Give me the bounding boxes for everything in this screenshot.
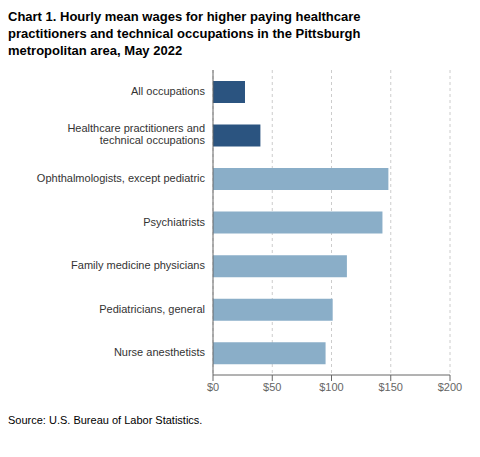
svg-text:All occupations: All occupations [131, 85, 205, 97]
svg-text:Pediatricians, general: Pediatricians, general [99, 303, 205, 315]
html-text:Source: U.S. Bureau of Labor S: Source: U.S. Bureau of Labor Statistics. [8, 414, 203, 426]
svg-text:Psychiatrists: Psychiatrists [143, 215, 205, 227]
svg-text:Nurse anesthetists: Nurse anesthetists [114, 346, 206, 358]
svg-text:Ophthalmologists, except pedia: Ophthalmologists, except pediatric [37, 172, 206, 184]
html-text:Chart 1. Hourly mean wages for: Chart 1. Hourly mean wages for higher pa… [8, 9, 361, 24]
svg-text:$150: $150 [379, 381, 403, 393]
svg-text:$200: $200 [438, 381, 462, 393]
svg-text:$0: $0 [207, 381, 219, 393]
html-text:metropolitan area, May 2022: metropolitan area, May 2022 [8, 43, 183, 58]
html-text:practitioners and technical oc: practitioners and technical occupations … [8, 26, 361, 41]
svg-text:$100: $100 [319, 381, 343, 393]
svg-text:Healthcare practitioners andte: Healthcare practitioners andtechnical oc… [67, 122, 205, 146]
svg-text:$50: $50 [263, 381, 281, 393]
svg-text:Family medicine physicians: Family medicine physicians [71, 259, 205, 271]
